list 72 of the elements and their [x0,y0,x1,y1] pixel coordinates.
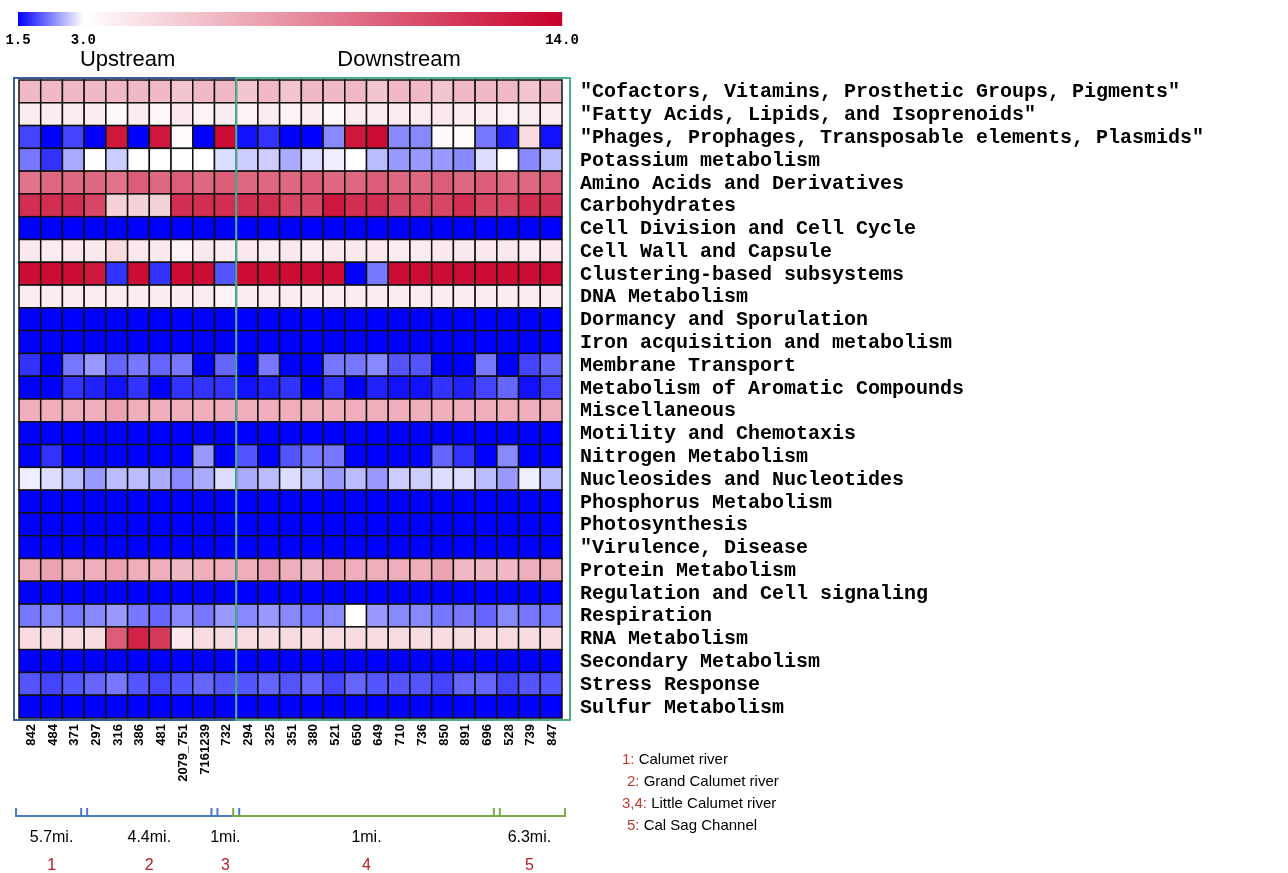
y-tick-label: Clustering-based subsystems [580,262,905,286]
x-tick-label: 739 [522,724,538,746]
y-tick-label: Phosphorus Metabolism [580,490,833,514]
x-tick-label: 481 [153,724,169,746]
y-tick-label: RNA Metabolism [580,627,749,651]
y-tick-label: Secondary Metabolism [580,650,821,674]
text: 4 [362,856,372,873]
text: Upstream [79,46,176,71]
y-tick-label: Metabolism of Aromatic Compounds [580,376,965,400]
color-bar-label: 14.0 [545,32,579,48]
color-bar-label: 1.5 [5,32,31,48]
x-tick-label: 325 [261,724,277,746]
text: 4.4mi. [127,828,172,845]
x-tick-label: 696 [478,724,494,746]
y-tick-label: Potassium metabolism [580,148,821,172]
y-tick-label: Sulfur Metabolism [580,695,785,719]
y-tick-label: Carbohydrates [580,194,737,218]
x-tick-label: 386 [131,724,147,746]
y-tick-label: Stress Response [580,672,761,696]
text: 1mi. [210,828,241,845]
x-tick-label: 2079_751 [174,724,190,782]
x-tick-label: 316 [109,724,125,746]
y-tick-label: "Fatty Acids, Lipids, and Isoprenoids" [580,103,1037,127]
text: 2 [144,856,154,873]
y-tick-label: Photosynthesis [580,513,749,537]
y-tick-label: Respiration [580,604,713,628]
x-tick-label: 484 [44,723,60,746]
x-tick-label: 842 [22,724,38,746]
x-tick-label: 847 [544,724,560,746]
color-bar-label: 3.0 [70,32,96,48]
x-tick-label: 710 [392,724,408,746]
y-tick-label: Dormancy and Sporulation [580,308,869,332]
y-tick-label: Regulation and Cell signaling [580,581,929,605]
y-tick-label: Nucleosides and Nucleotides [580,467,905,491]
x-tick-label: 7161239 [196,724,212,775]
y-tick-label: "Virulence, Disease [580,536,809,560]
x-tick-label: 732 [218,724,234,746]
y-tick-label: Motility and Chemotaxis [580,422,857,446]
text: Downstream [337,46,461,71]
y-tick-label: Amino Acids and Derivatives [580,171,905,195]
text: 3 [220,856,230,873]
x-tick-label: 736 [413,724,429,746]
x-tick-label: 650 [348,724,364,746]
x-tick-label: 521 [326,724,342,746]
text: 1: Calumet river [622,750,728,767]
x-tick-label: 351 [283,724,299,746]
text: 3,4: Little Calumet river [622,794,777,811]
y-tick-label: Iron acquisition and metabolism [580,331,953,355]
text: 5 [524,856,534,873]
x-tick-label: 891 [457,724,473,746]
text: 6.3mi. [507,828,552,845]
x-tick-label: 850 [435,724,451,746]
text: 5.7mi. [29,828,74,845]
y-tick-label: "Cofactors, Vitamins, Prosthetic Groups, Pigments" [580,80,1181,104]
y-tick-label: Miscellaneous [580,399,737,423]
text: 1mi. [351,828,382,845]
y-tick-label: Cell Wall and Capsule [580,239,833,263]
y-tick-label: Cell Division and Cell Cycle [580,217,917,241]
y-tick-label: Protein Metabolism [580,558,797,582]
x-tick-label: 649 [370,724,386,746]
x-tick-label: 528 [500,724,516,746]
x-tick-label: 371 [66,724,82,746]
text: 5: Cal Sag Channel [627,816,758,833]
y-tick-label: Nitrogen Metabolism [580,444,809,468]
x-tick-label: 380 [305,724,321,746]
x-tick-label: 294 [240,723,256,746]
text: 2: Grand Calumet river [627,772,779,789]
y-tick-label: Membrane Transport [580,353,797,377]
y-tick-label: "Phages, Prophages, Transposable elements, Plasmids" [580,125,1205,149]
x-tick-label: 297 [88,724,104,746]
y-tick-label: DNA Metabolism [580,285,749,309]
text: 1 [47,856,57,873]
